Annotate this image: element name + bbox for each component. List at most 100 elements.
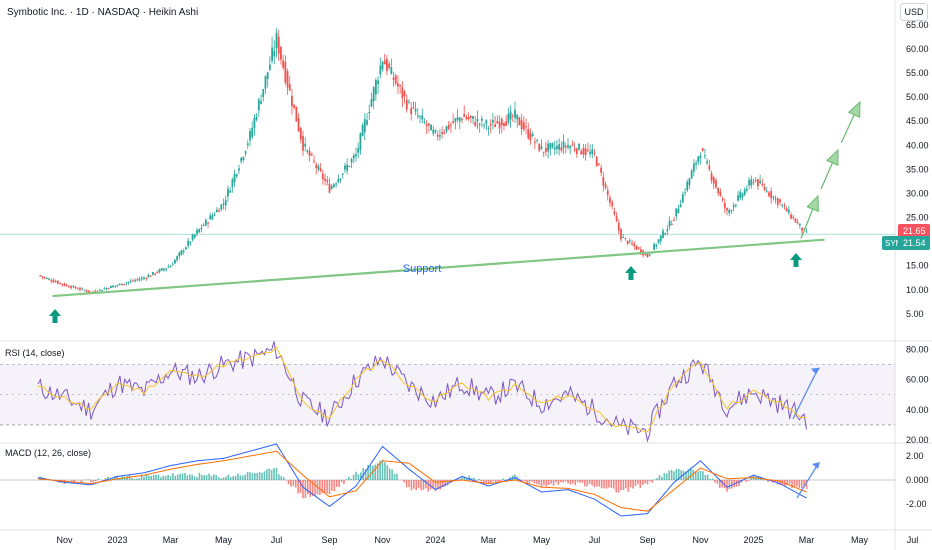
macd-histogram-bar <box>673 471 675 480</box>
candle-body <box>185 247 187 250</box>
candle-body <box>421 115 424 120</box>
macd-histogram-bar <box>526 480 528 484</box>
rsi-pane-label: RSI (14, close) <box>5 348 65 358</box>
candle-body <box>134 280 137 282</box>
candle-body <box>123 284 126 286</box>
candle-body <box>121 283 123 286</box>
macd-histogram-bar <box>331 480 333 491</box>
candle-body <box>388 63 391 69</box>
macd-histogram-bar <box>352 474 355 480</box>
macd-histogram-bar <box>731 480 733 489</box>
macd-histogram-bar <box>533 480 536 484</box>
candle-body <box>204 219 207 226</box>
candle-body <box>604 184 607 188</box>
macd-histogram-bar <box>596 480 598 487</box>
macd-histogram-bar <box>793 480 796 488</box>
macd-histogram-bar <box>555 480 557 483</box>
candle-body <box>675 208 678 217</box>
candle-body <box>750 179 753 186</box>
candle-body <box>149 275 152 277</box>
candle-body <box>257 99 260 111</box>
macd-histogram-bar <box>437 480 439 490</box>
macd-y-tick-label: 2.00 <box>906 451 924 461</box>
macd-histogram-bar <box>184 473 186 480</box>
candle-body <box>196 229 198 235</box>
macd-histogram-bar <box>608 480 610 488</box>
y-tick-label: 35.00 <box>906 164 929 174</box>
macd-histogram-bar <box>519 479 521 480</box>
macd-histogram-bar <box>234 475 237 480</box>
candle-body <box>127 281 130 283</box>
macd-histogram-bar <box>791 480 793 488</box>
candle-body <box>132 280 134 282</box>
candle-body <box>368 112 371 114</box>
candle-body <box>562 141 565 149</box>
candle-body <box>549 143 552 150</box>
candle-body <box>374 80 377 95</box>
macd-histogram-bar <box>174 475 177 480</box>
candle-body <box>238 168 240 171</box>
macd-histogram-bar <box>287 480 290 485</box>
candle-body <box>295 106 298 122</box>
macd-histogram-bar <box>227 474 230 480</box>
macd-histogram-bar <box>644 480 646 484</box>
y-tick-label: 65.00 <box>906 20 929 30</box>
candle-body <box>85 290 88 292</box>
candle-body <box>699 155 702 159</box>
candle-body <box>333 184 335 187</box>
candle-body <box>191 234 194 241</box>
support-line <box>52 238 825 298</box>
macd-histogram-bar <box>369 465 372 480</box>
macd-histogram-bar <box>188 474 191 480</box>
x-tick-label: 2024 <box>425 535 445 545</box>
x-tick-label: Nov <box>56 535 73 545</box>
candle-body <box>63 283 66 286</box>
candle-body <box>679 204 682 208</box>
candle-body <box>414 109 417 112</box>
candle-body <box>805 231 808 233</box>
macd-histogram-bar <box>690 467 692 480</box>
macd-histogram-bar <box>490 480 492 484</box>
candle-body <box>697 156 700 163</box>
macd-histogram-bar <box>70 480 73 481</box>
candle-body <box>176 256 179 261</box>
candle-body <box>509 111 512 120</box>
macd-histogram-bar <box>357 474 360 480</box>
candle-body <box>416 115 419 117</box>
macd-histogram-bar <box>241 475 244 480</box>
macd-histogram-bar <box>215 475 218 480</box>
last-price-badge <box>898 236 930 250</box>
macd-histogram-bar <box>805 480 808 489</box>
macd-histogram-bar <box>668 470 670 480</box>
macd-histogram-bar <box>258 472 261 480</box>
macd-histogram-bar <box>581 480 584 483</box>
candle-body <box>251 128 254 138</box>
candle-body <box>529 132 532 141</box>
candle-body <box>357 148 360 153</box>
candle-body <box>545 147 547 152</box>
candle-body <box>321 173 324 180</box>
candle-body <box>129 280 132 282</box>
currency-button[interactable]: USD <box>900 3 928 21</box>
candle-body <box>224 200 227 206</box>
macd-histogram-bar <box>774 480 776 483</box>
candle-body <box>381 62 384 70</box>
macd-histogram-bar <box>393 473 396 480</box>
macd-histogram-bar <box>461 476 463 480</box>
macd-histogram-bar <box>123 476 126 480</box>
candle-body <box>759 180 762 184</box>
candle-body <box>655 244 658 247</box>
candle-body <box>280 46 282 60</box>
macd-histogram-bar <box>711 478 714 480</box>
macd-histogram-bar <box>656 477 658 480</box>
candle-body <box>397 83 399 87</box>
x-tick-label: Sep <box>321 535 337 545</box>
candle-body <box>213 214 216 216</box>
candle-body <box>664 233 667 235</box>
macd-histogram-bar <box>559 480 562 483</box>
candle-body <box>571 144 574 146</box>
macd-histogram-bar <box>198 472 201 480</box>
x-tick-label: Nov <box>374 535 391 545</box>
candle-body <box>454 118 457 122</box>
candle-body <box>434 130 437 132</box>
